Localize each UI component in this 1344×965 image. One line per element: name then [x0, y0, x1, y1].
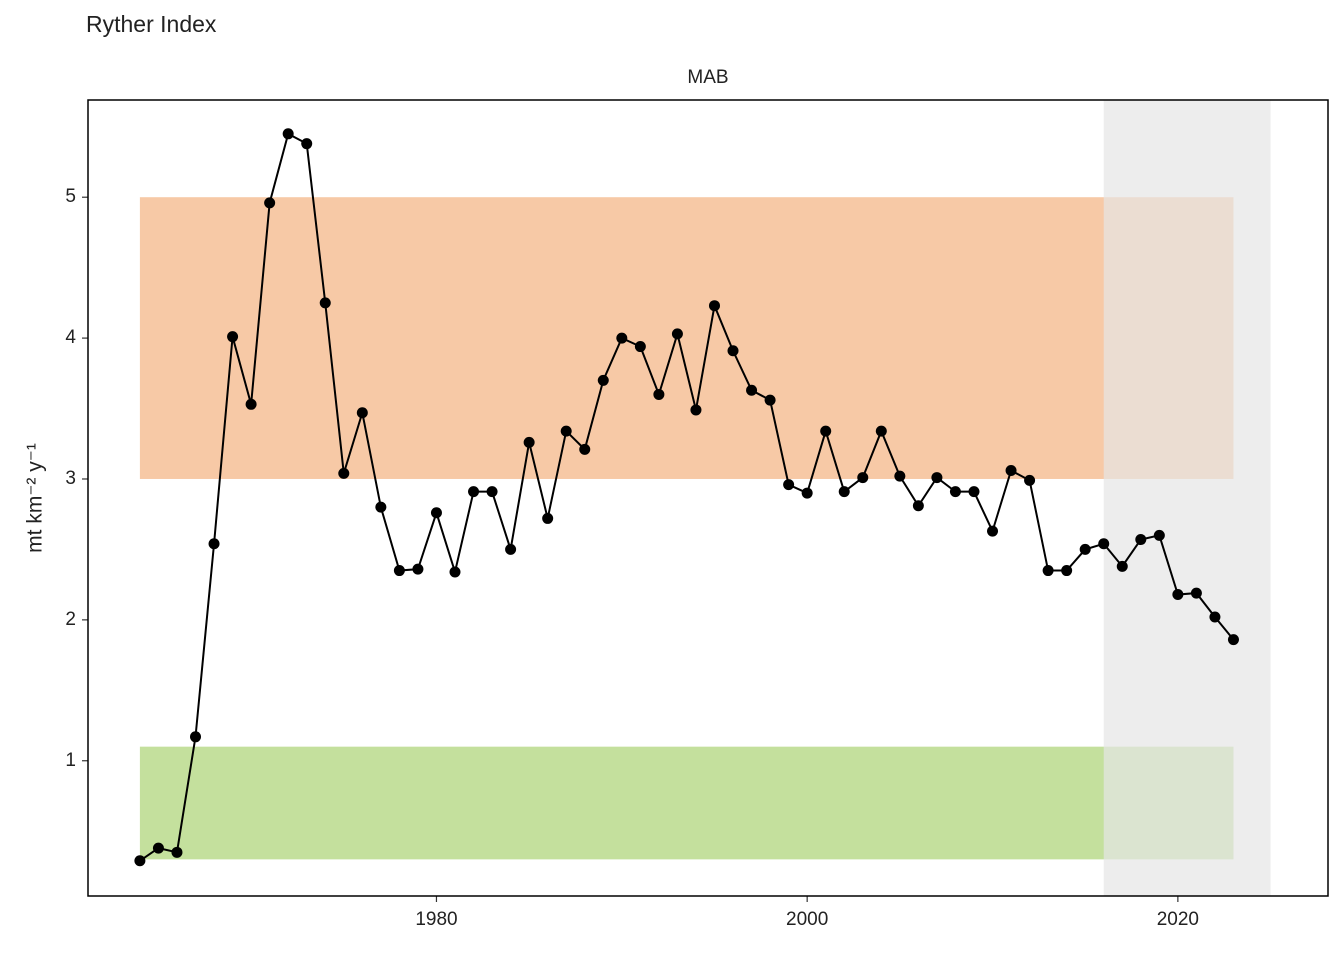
data-point: [1005, 465, 1017, 477]
y-tick-label: 2: [65, 609, 76, 630]
data-point: [264, 197, 276, 209]
data-point: [727, 345, 739, 357]
data-point: [579, 443, 591, 455]
x-tick-label: 2000: [786, 909, 828, 930]
y-tick-label: 3: [65, 468, 76, 489]
y-tick-label: 5: [65, 186, 76, 207]
x-tick-label: 2020: [1157, 909, 1199, 930]
data-point: [1135, 534, 1147, 546]
data-point: [875, 425, 887, 437]
data-point: [505, 543, 517, 555]
data-point: [227, 331, 239, 343]
x-tick-label: 1980: [415, 909, 457, 930]
data-point: [1098, 538, 1110, 550]
data-point: [152, 842, 164, 854]
data-point: [449, 566, 461, 578]
data-point: [894, 470, 906, 482]
data-point: [949, 486, 961, 498]
plot-frame: [87, 99, 1329, 897]
data-point: [134, 855, 146, 867]
recent-shade: [1103, 100, 1271, 896]
data-point: [1024, 474, 1036, 486]
data-point: [968, 486, 980, 498]
data-point: [338, 467, 350, 479]
data-point: [616, 332, 628, 344]
data-point: [746, 384, 758, 396]
data-point: [1079, 543, 1091, 555]
data-point: [931, 472, 943, 484]
data-point: [375, 501, 387, 513]
status-band: [139, 197, 1234, 479]
data-point: [764, 394, 776, 406]
data-point: [486, 486, 498, 498]
data-point: [171, 846, 183, 858]
data-point: [190, 731, 202, 743]
y-tick-label: 1: [65, 750, 76, 771]
data-point: [1209, 611, 1221, 623]
data-point: [671, 328, 683, 340]
chart-title: Ryther Index: [86, 11, 217, 37]
data-point: [838, 486, 850, 498]
data-point: [282, 128, 294, 140]
data-point: [430, 507, 442, 519]
data-point: [1153, 529, 1165, 541]
data-point: [319, 297, 331, 309]
data-point: [560, 425, 572, 437]
panel-label: MAB: [687, 67, 728, 88]
data-point: [468, 486, 480, 498]
data-point: [801, 487, 813, 499]
data-point: [653, 388, 665, 400]
data-point: [245, 398, 257, 410]
data-point: [857, 472, 869, 484]
data-point: [1190, 587, 1202, 599]
y-tick-label: 4: [65, 327, 76, 348]
data-point: [1116, 560, 1128, 572]
data-point: [208, 538, 220, 550]
data-point: [393, 565, 405, 577]
data-point: [820, 425, 832, 437]
data-point: [634, 341, 646, 353]
data-point: [708, 300, 720, 312]
y-axis-label: mt km⁻² y⁻¹: [24, 443, 47, 553]
data-point: [356, 407, 368, 419]
data-point: [523, 436, 535, 448]
data-point: [301, 138, 313, 150]
data-point: [783, 479, 795, 491]
data-point: [1172, 589, 1184, 601]
data-point: [1061, 565, 1073, 577]
data-point: [597, 374, 609, 386]
data-point: [912, 500, 924, 512]
data-point: [987, 525, 999, 537]
data-point: [1227, 634, 1239, 646]
data-point: [1042, 565, 1054, 577]
data-point: [690, 404, 702, 416]
data-point: [542, 512, 554, 524]
data-point: [412, 563, 424, 575]
status-band: [139, 746, 1234, 860]
